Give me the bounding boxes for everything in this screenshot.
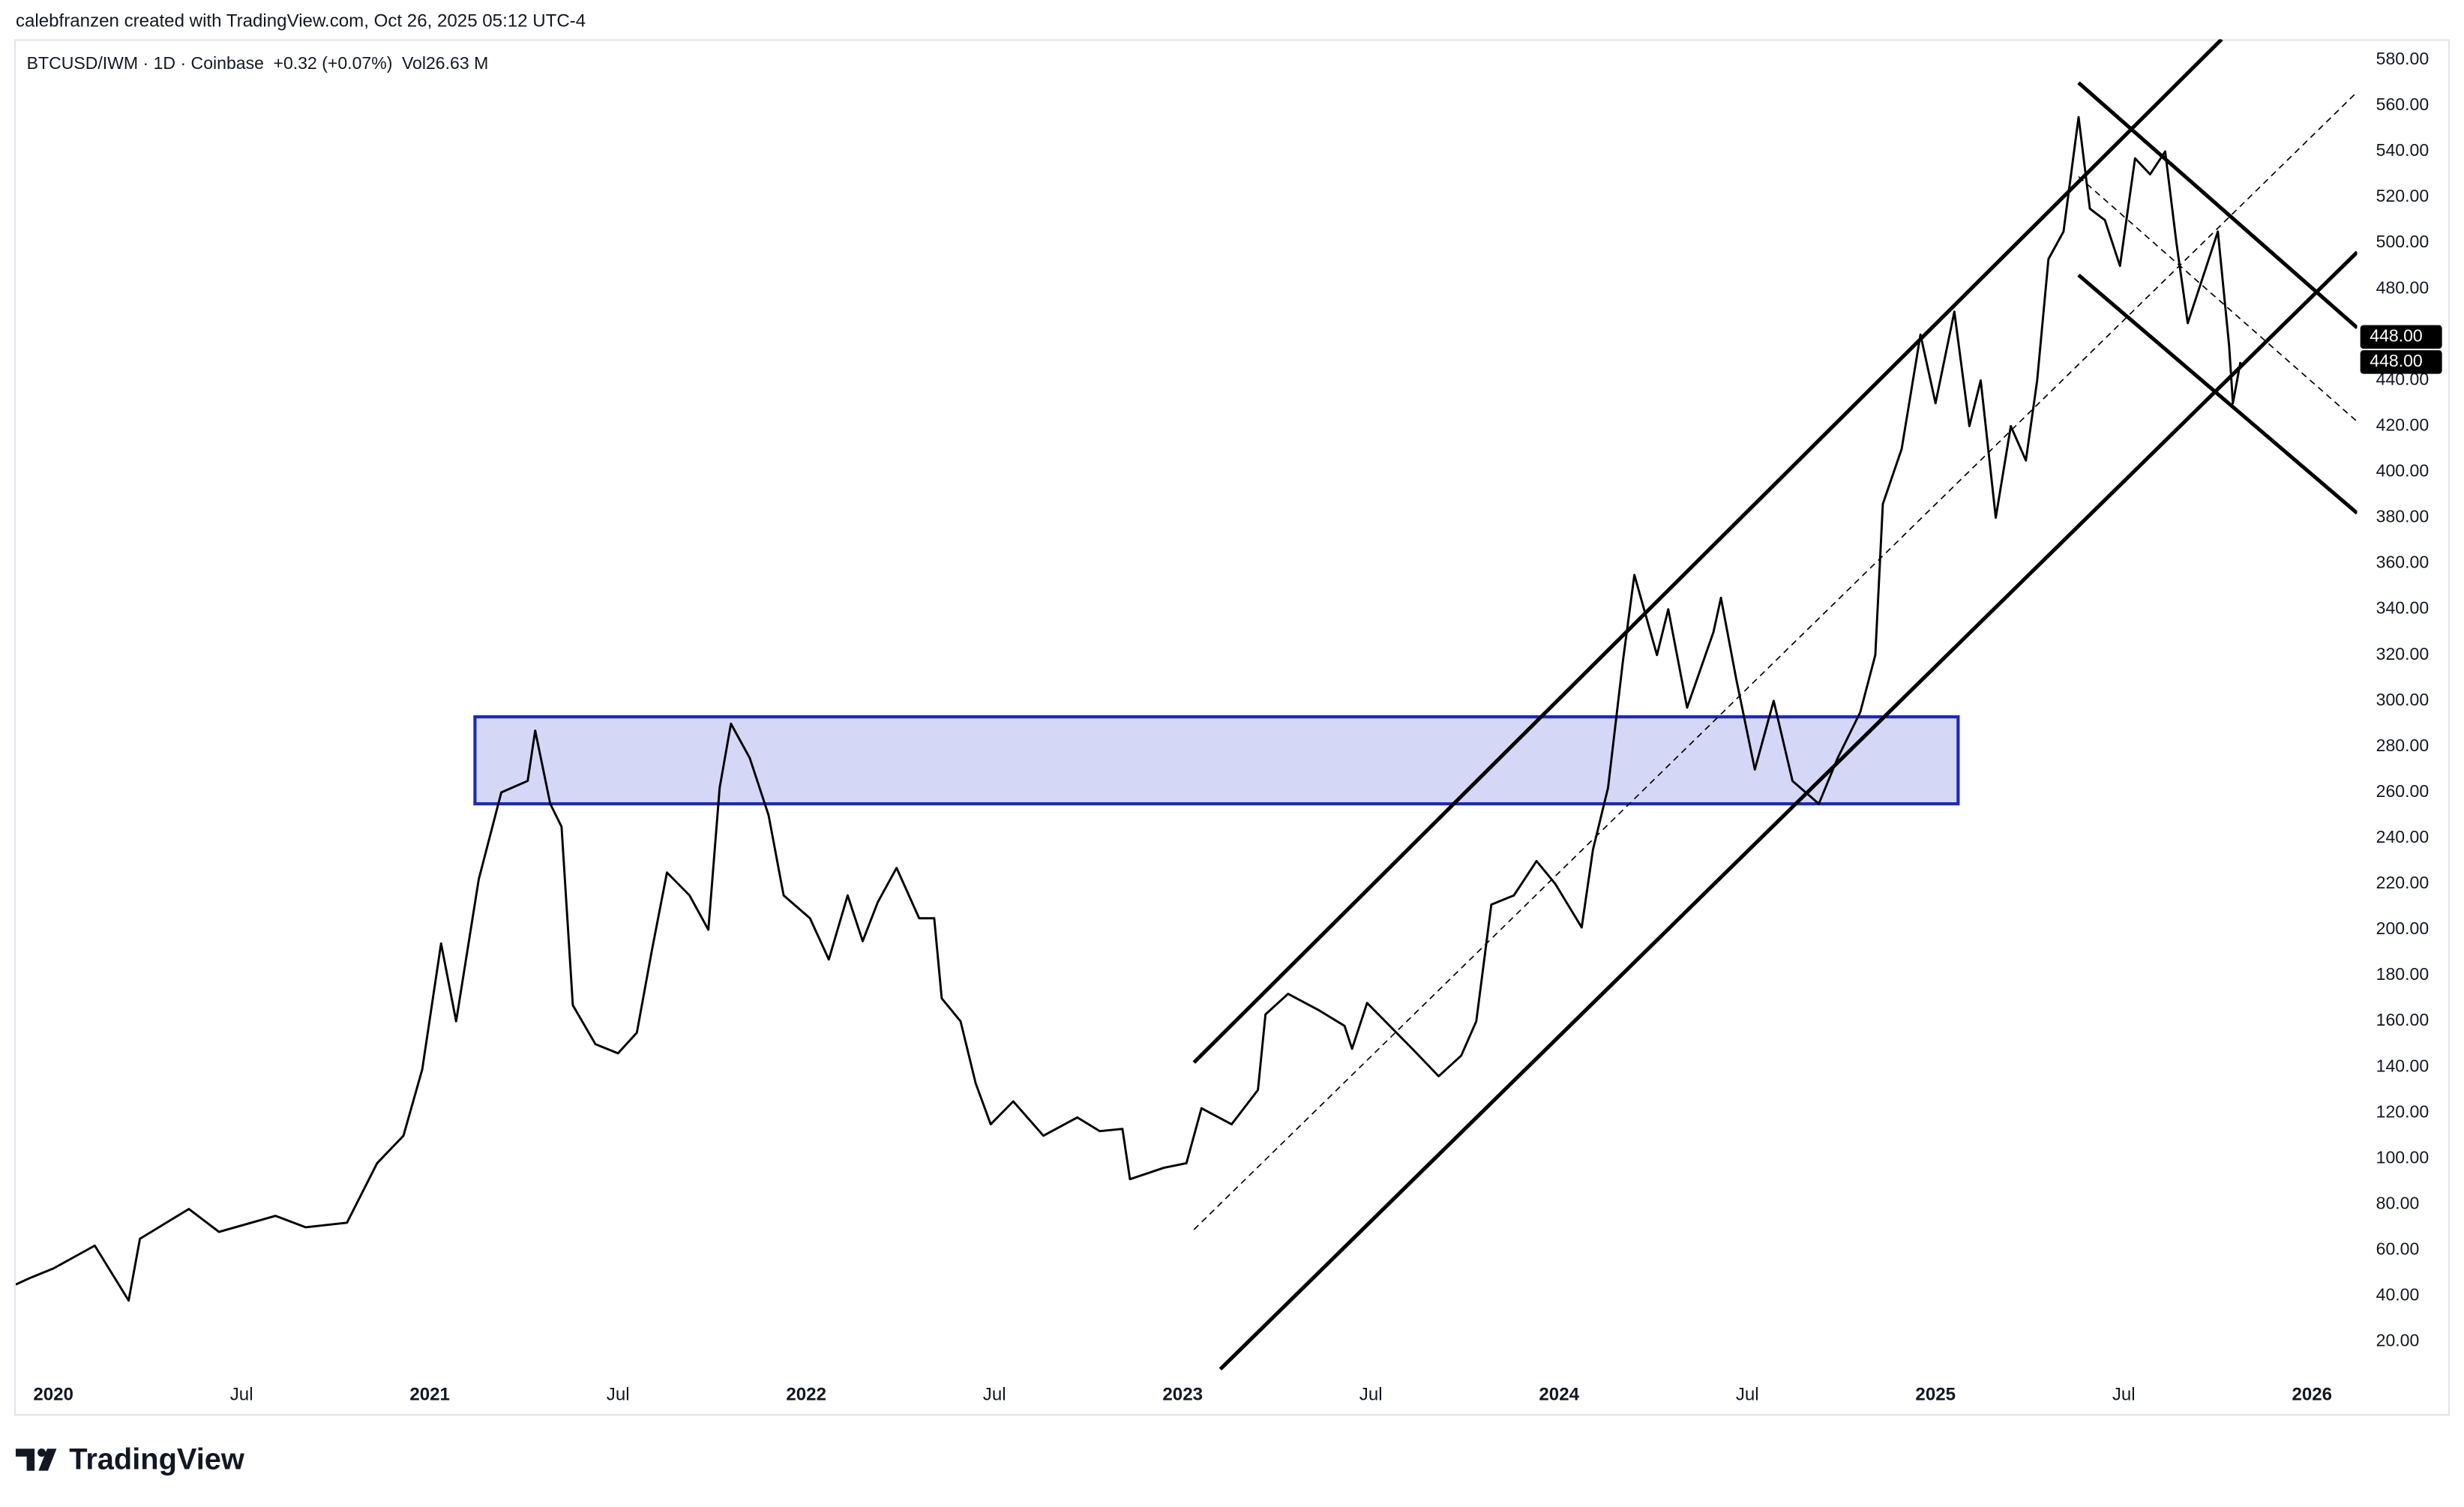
y-tick-label: 500.00 xyxy=(2376,232,2430,251)
y-tick-label: 300.00 xyxy=(2376,690,2430,709)
logo: TradingView xyxy=(15,1443,245,1476)
logo-mark xyxy=(37,1449,46,1457)
price-label-box xyxy=(2360,325,2442,349)
x-tick-label: 2024 xyxy=(1539,1384,1579,1404)
legend: BTCUSD/IWM · 1D · Coinbase +0.32 (+0.07%… xyxy=(27,53,489,73)
y-tick-label: 200.00 xyxy=(2376,918,2430,938)
trendline xyxy=(2077,81,2358,329)
plot-area xyxy=(15,39,2358,1371)
y-tick-label: 40.00 xyxy=(2376,1285,2420,1305)
price-label: 448.00 xyxy=(2370,325,2423,345)
x-tick-label: Jul xyxy=(230,1384,253,1404)
trendline-median xyxy=(2078,175,2358,422)
trendline-median xyxy=(1193,91,2358,1230)
change: +0.32 (+0.07%) xyxy=(274,53,393,73)
y-tick-label: 20.00 xyxy=(2376,1331,2420,1350)
zone xyxy=(473,715,1960,806)
attribution: calebfranzen created with TradingView.co… xyxy=(16,11,586,31)
y-tick-label: 160.00 xyxy=(2376,1010,2430,1029)
x-tick-label: Jul xyxy=(983,1384,1006,1404)
brand: TradingView xyxy=(69,1443,245,1476)
y-tick-label: 180.00 xyxy=(2376,964,2430,984)
y-tick-label: 520.00 xyxy=(2376,186,2430,205)
y-tick-label: 120.00 xyxy=(2376,1101,2430,1121)
x-tick-label: 2021 xyxy=(409,1384,450,1404)
y-tick-label: 240.00 xyxy=(2376,827,2430,846)
y-tick-label: 340.00 xyxy=(2376,598,2430,618)
y-tick-label: 480.00 xyxy=(2376,277,2430,297)
price-label: 448.00 xyxy=(2370,351,2423,370)
y-tick-label: 140.00 xyxy=(2376,1056,2430,1075)
x-tick-label: 2023 xyxy=(1162,1384,1203,1404)
y-tick-label: 100.00 xyxy=(2376,1147,2430,1167)
trendline xyxy=(1192,39,2223,1064)
x-tick-label: 2025 xyxy=(1915,1384,1956,1404)
y-tick-label: 420.00 xyxy=(2376,415,2430,434)
volume: Vol26.63 M xyxy=(402,53,488,73)
y-tick-label: 260.00 xyxy=(2376,781,2430,801)
x-tick-label: Jul xyxy=(2112,1384,2136,1404)
y-tick-label: 540.00 xyxy=(2376,140,2430,160)
logo-mark xyxy=(15,1449,35,1471)
trendline xyxy=(2077,273,2358,515)
y-tick-label: 360.00 xyxy=(2376,553,2430,572)
y-tick-label: 280.00 xyxy=(2376,736,2430,755)
x-tick-label: 2022 xyxy=(786,1384,826,1404)
y-tick-label: 320.00 xyxy=(2376,644,2430,664)
y-tick-label: 380.00 xyxy=(2376,507,2430,526)
trendline xyxy=(1219,250,2358,1371)
x-tick-label: 2020 xyxy=(33,1384,73,1404)
y-tick-label: 220.00 xyxy=(2376,873,2430,892)
y-tick-label: 80.00 xyxy=(2376,1193,2420,1212)
price-line xyxy=(15,115,2242,1302)
y-tick-label: 60.00 xyxy=(2376,1239,2420,1259)
logo-mark xyxy=(38,1449,57,1471)
x-tick-label: Jul xyxy=(1359,1384,1383,1404)
x-tick-label: Jul xyxy=(1736,1384,1759,1404)
x-tick-label: Jul xyxy=(607,1384,630,1404)
chart-frame xyxy=(13,39,2451,1416)
y-tick-label: 580.00 xyxy=(2376,49,2430,68)
x-tick-label: 2026 xyxy=(2292,1384,2332,1404)
price-label-box xyxy=(2360,350,2442,374)
y-tick-label: 400.00 xyxy=(2376,461,2430,481)
symbol: BTCUSD/IWM · 1D · Coinbase xyxy=(27,53,264,73)
y-tick-label: 560.00 xyxy=(2376,94,2430,114)
